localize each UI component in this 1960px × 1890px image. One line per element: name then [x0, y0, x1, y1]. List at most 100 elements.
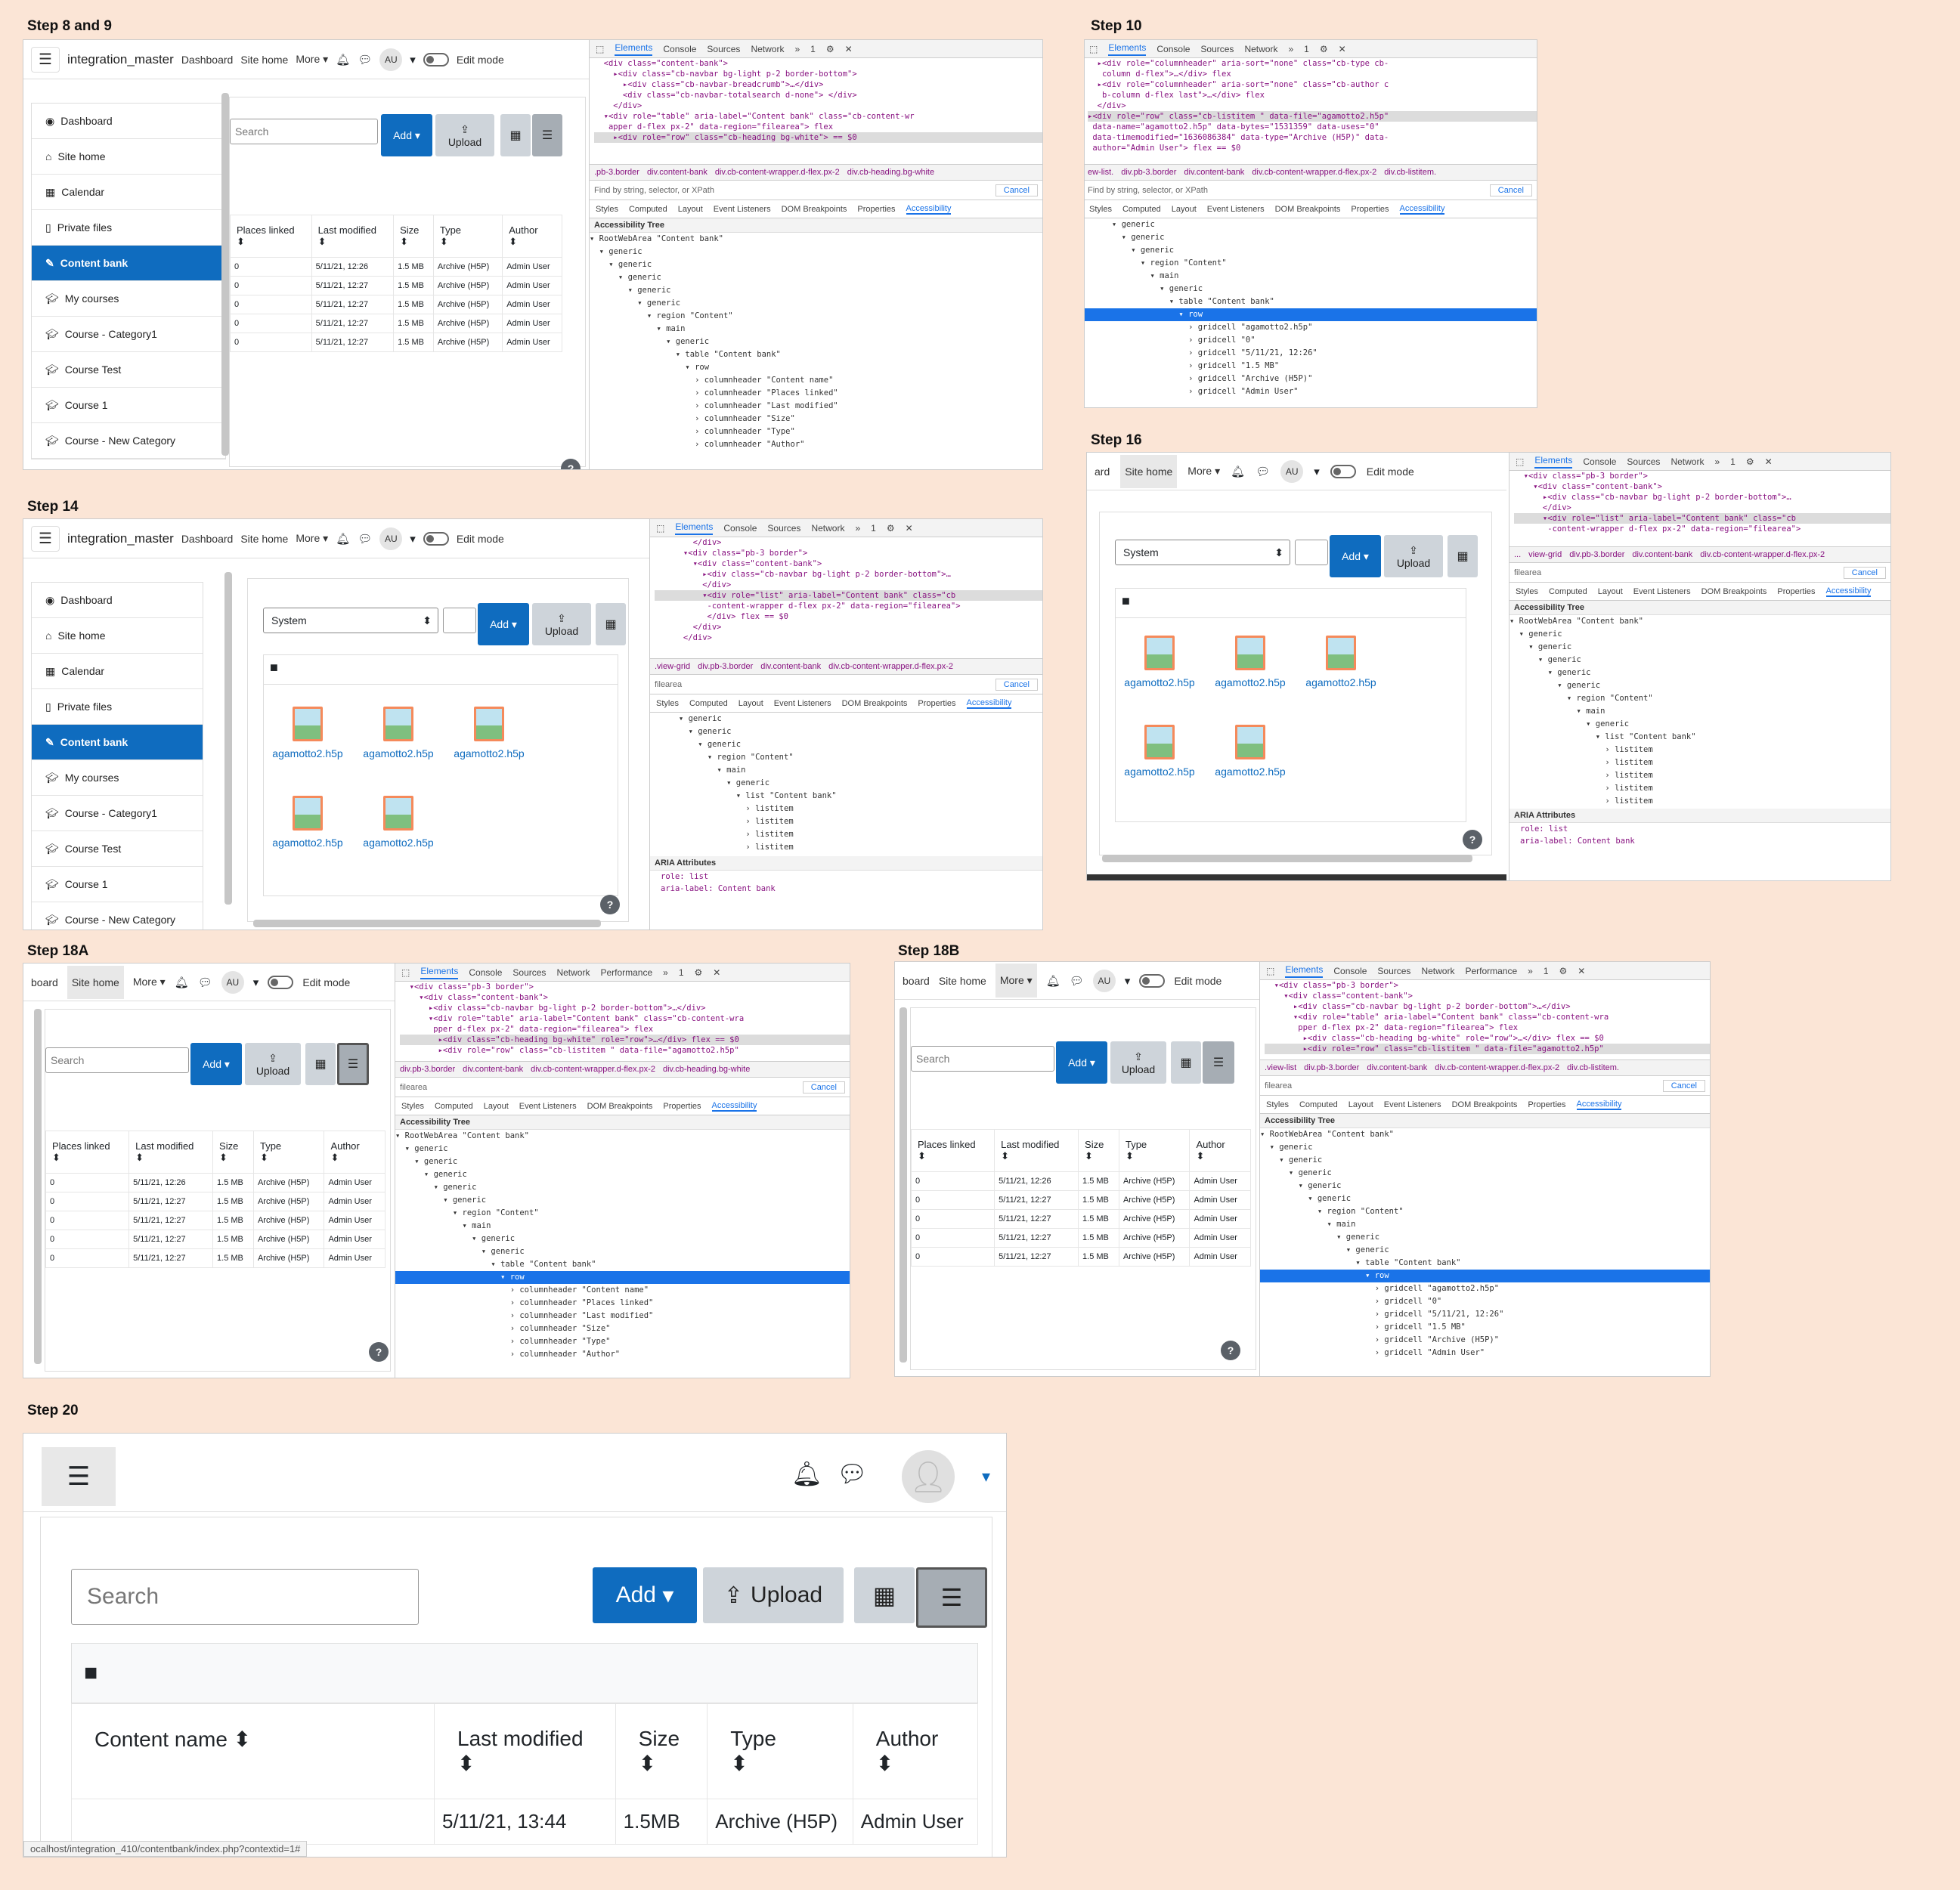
tab-elements[interactable]: Elements — [420, 966, 459, 979]
tree-node[interactable]: ▾ main — [650, 766, 746, 775]
column-header[interactable]: Content name ⬍ — [71, 1703, 435, 1799]
code-line[interactable]: ▾<div class="content-bank"> — [655, 559, 822, 568]
tree-node[interactable]: › listitem — [1509, 797, 1653, 806]
scrollbar[interactable] — [34, 1009, 42, 1364]
column-header[interactable]: Size ⬍ — [1078, 1129, 1119, 1172]
code-line[interactable]: ▸<div role="row" class="cb-listitem " da… — [400, 1046, 739, 1055]
more-tabs-icon[interactable]: » — [1714, 456, 1720, 467]
breadcrumb-item[interactable]: div.pb-3.border — [698, 662, 754, 671]
table-row[interactable]: 0 5/11/21, 12:27 1.5 MB Archive (H5P) Admin … — [230, 276, 562, 295]
folder-icon[interactable]: ■ — [270, 660, 278, 675]
gear-icon[interactable]: ⚙ — [825, 43, 834, 54]
scrollbar[interactable] — [224, 572, 232, 905]
breadcrumb-item[interactable]: div.content-bank — [463, 1065, 524, 1074]
tree-node[interactable]: ▾ generic — [1509, 655, 1581, 664]
tab-console[interactable]: Console — [1156, 43, 1191, 54]
column-header[interactable]: Size ⬍ — [393, 215, 434, 258]
tab-sources[interactable]: Sources — [512, 967, 547, 978]
upload-button[interactable]: ⇪ Upload — [703, 1567, 844, 1623]
more-tabs-icon[interactable]: » — [1528, 965, 1533, 976]
chevron-down-icon[interactable]: ▾ — [1314, 465, 1320, 478]
tree-node[interactable]: › gridcell "5/11/21, 12:26" — [1260, 1310, 1504, 1319]
find-input[interactable]: filearea — [400, 1082, 428, 1092]
code-line[interactable]: ▾<div role="list" aria-label="Content ba… — [655, 590, 1042, 601]
breadcrumb-item[interactable]: div.content-bank — [1367, 1063, 1428, 1072]
nav-dashboard[interactable]: Dashboard — [181, 532, 234, 545]
tree-node[interactable]: ▾ generic — [590, 286, 671, 295]
table-row[interactable]: 5/11/21, 13:44 1.5MB Archive (H5P) Admin Us… — [71, 1799, 979, 1845]
chevron-down-icon[interactable]: ▾ — [982, 1467, 991, 1486]
tree-node[interactable]: › columnheader "Last modified" — [590, 401, 838, 410]
tree-node[interactable]: › columnheader "Places linked" — [590, 388, 838, 397]
code-line[interactable]: ▸<div role="columnheader" aria-sort="non… — [1088, 59, 1389, 68]
cancel-button[interactable]: Cancel — [1489, 184, 1532, 196]
tree-node[interactable]: ▾ generic — [590, 299, 681, 308]
breadcrumb-item[interactable]: .view-list — [1265, 1063, 1297, 1072]
edit-mode-toggle[interactable] — [423, 531, 449, 546]
issues-badge[interactable]: 1 — [1304, 43, 1309, 54]
chat-icon[interactable]: 💬︎ — [358, 53, 373, 67]
file-item[interactable]: agamotto2.h5p — [1212, 725, 1288, 778]
upload-button[interactable]: ⇪ Upload — [1384, 535, 1443, 577]
tab-sources[interactable]: Sources — [767, 522, 801, 534]
tree-node[interactable]: ▾ generic — [1260, 1194, 1352, 1203]
file-item[interactable]: agamotto2.h5p — [1122, 636, 1197, 688]
file-item[interactable]: agamotto2.h5p — [361, 707, 436, 759]
tab-network[interactable]: Network — [751, 43, 785, 54]
subtab[interactable]: DOM Breakpoints — [1451, 1100, 1518, 1109]
subtab[interactable]: DOM Breakpoints — [587, 1101, 653, 1111]
column-header[interactable]: Places linked ⬍ — [230, 215, 312, 258]
tab-console[interactable]: Console — [1333, 965, 1367, 976]
tree-node[interactable]: ▾ generic — [650, 727, 732, 736]
subtab[interactable]: DOM Breakpoints — [1274, 204, 1341, 214]
code-line[interactable]: ▸<div role="columnheader" aria-sort="non… — [1088, 80, 1389, 89]
menu-icon[interactable]: ☰ — [31, 46, 60, 73]
nav-site-home[interactable]: Site home — [1120, 454, 1178, 488]
subtab[interactable]: Event Listeners — [1383, 1100, 1441, 1109]
tree-node[interactable]: › columnheader "Last modified" — [395, 1311, 654, 1320]
edit-mode-toggle[interactable] — [423, 52, 449, 67]
scrollbar[interactable] — [221, 93, 229, 456]
nav-site-home[interactable]: Site home — [240, 532, 289, 545]
table-row[interactable]: 0 5/11/21, 12:27 1.5 MB Archive (H5P) Admin … — [910, 1190, 1251, 1210]
tree-node[interactable]: ▾ generic — [590, 273, 661, 282]
folder-icon[interactable]: ■ — [84, 1660, 98, 1685]
tab-network[interactable]: Network — [811, 522, 845, 534]
inspect-icon[interactable]: ⬚ — [1089, 43, 1098, 54]
sidebar-item-site-home[interactable]: ⌂ Site home — [32, 139, 225, 175]
code-line[interactable]: ▾<div class="content-bank"> — [400, 993, 548, 1002]
tree-node[interactable]: › columnheader "Author" — [590, 440, 805, 449]
tree-node[interactable]: › columnheader "Type" — [590, 427, 795, 436]
sidebar-item-my-courses[interactable]: 🎓︎ My courses — [32, 281, 225, 317]
code-line[interactable]: ▸<div class="cb-navbar bg-light p-2 bord… — [1265, 1002, 1571, 1011]
find-input[interactable]: Find by string, selector, or XPath — [594, 185, 714, 195]
subtab[interactable]: Computed — [1548, 586, 1587, 596]
sidebar-item-course[interactable]: 🎓︎ Course 1 — [32, 388, 225, 423]
issues-badge[interactable]: 1 — [678, 967, 684, 978]
file-item[interactable]: agamotto2.h5p — [361, 796, 436, 849]
breadcrumb-item[interactable]: div.cb-listitem. — [1384, 168, 1437, 177]
subtab[interactable]: Properties — [1777, 586, 1816, 596]
tree-node[interactable]: ▾ main — [590, 324, 686, 333]
tab-elements[interactable]: Elements — [1534, 455, 1573, 469]
add-button[interactable]: Add ▾ — [1056, 1041, 1107, 1084]
grid-view-icon[interactable]: ▦ — [500, 114, 531, 156]
nav-site-home[interactable]: Site home — [240, 53, 289, 66]
edit-mode-toggle[interactable] — [1139, 973, 1166, 988]
subtab[interactable]: Accessibility — [711, 1100, 757, 1112]
chevron-down-icon[interactable]: ▾ — [410, 53, 416, 67]
tree-node[interactable]: ▾ generic — [1509, 681, 1601, 690]
tree-node[interactable]: ▾ generic — [395, 1247, 525, 1256]
table-row[interactable]: 0 5/11/21, 12:27 1.5 MB Archive (H5P) Admin … — [230, 314, 562, 333]
code-line[interactable]: ▾<div class="pb-3 border"> — [655, 549, 808, 558]
gear-icon[interactable]: ⚙ — [886, 522, 895, 534]
tree-node[interactable]: › listitem — [650, 855, 793, 856]
sidebar-item-course[interactable]: 🎓︎ Course - Category1 — [32, 796, 203, 831]
upload-button[interactable]: ⇪ Upload — [532, 603, 591, 645]
tree-node[interactable]: ▾ region "Content" — [1260, 1207, 1404, 1216]
subtab[interactable]: Event Listeners — [773, 698, 831, 708]
subtab[interactable]: Properties — [1528, 1100, 1566, 1109]
breadcrumb-item[interactable]: div.cb-content-wrapper.d-flex.px-2 — [531, 1065, 655, 1074]
breadcrumb-item[interactable]: div.pb-3.border — [400, 1065, 456, 1074]
code-line[interactable]: apper d-flex px-2" data-region="filearea… — [594, 122, 834, 131]
